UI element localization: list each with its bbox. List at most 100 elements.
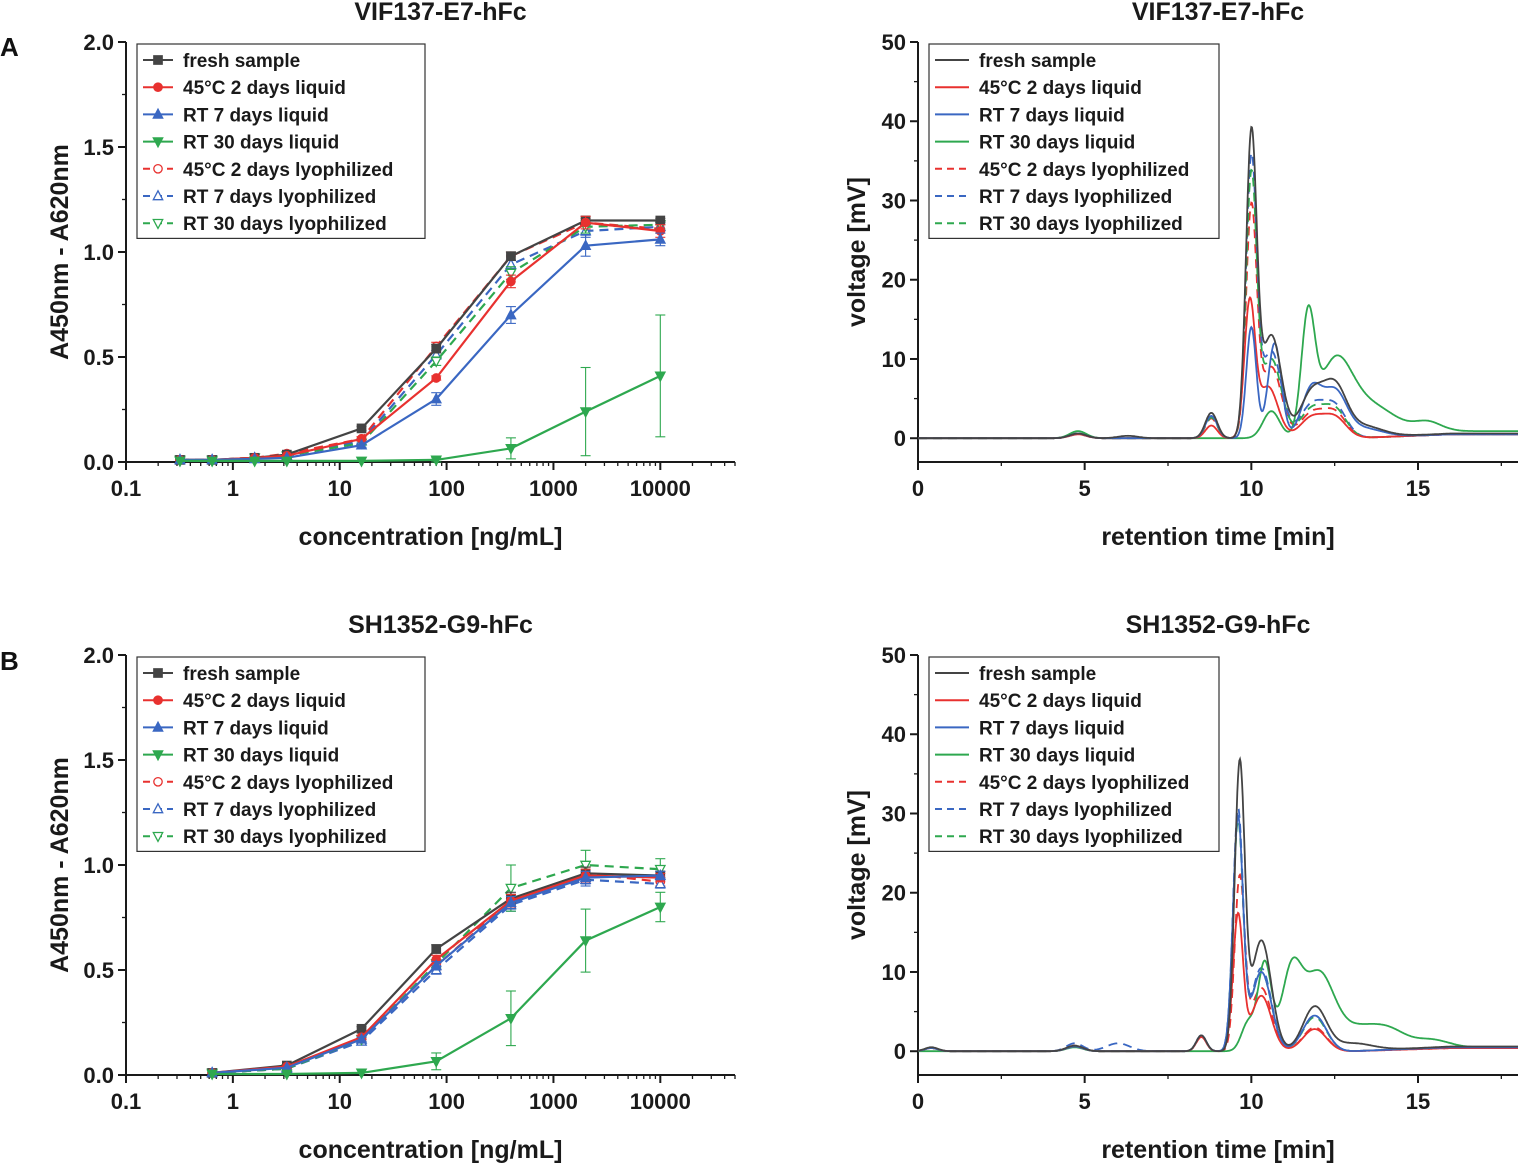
- data-point: [505, 268, 517, 280]
- legend-entry: RT 30 days lyophilized: [979, 827, 1183, 848]
- legend-entry: RT 30 days liquid: [979, 746, 1135, 767]
- chart-title: SH1352-G9-hFc: [1126, 611, 1311, 639]
- chromatogram-trace: [918, 304, 1518, 440]
- series-line: [180, 225, 661, 461]
- x-tick-label: 10: [1239, 476, 1263, 501]
- data-point: [654, 877, 667, 889]
- x-tick-label: 0.1: [111, 476, 142, 501]
- legend-entry: RT 7 days liquid: [183, 105, 329, 126]
- data-point: [431, 343, 442, 354]
- legend-entry: 45°C 2 days liquid: [183, 78, 346, 99]
- legend-marker: [153, 82, 163, 93]
- chromatogram-trace: [917, 872, 1518, 1053]
- y-axis-label: voltage [mV]: [843, 177, 871, 327]
- x-tick-label: 0: [912, 476, 924, 501]
- chromatogram-trace: [918, 295, 1518, 440]
- data-point: [654, 902, 667, 914]
- data-point: [506, 276, 516, 287]
- y-tick-label: 40: [882, 109, 906, 134]
- sec-chart-vif137: VIF137-E7-hFc retention time [min] voltage…: [843, 0, 1518, 551]
- data-point: [356, 423, 367, 434]
- data-point: [430, 959, 443, 971]
- data-point: [505, 443, 517, 455]
- legend-marker: [152, 750, 164, 762]
- data-point: [579, 239, 592, 251]
- series-5: [174, 220, 667, 465]
- data-point: [505, 1013, 517, 1025]
- y-tick-label: 0.0: [83, 1063, 114, 1088]
- x-tick-label: 1000: [529, 1089, 578, 1114]
- data-point: [355, 1068, 368, 1080]
- x-tick-label: 1: [227, 1089, 239, 1114]
- legend-entry: RT 7 days liquid: [183, 718, 329, 739]
- legend-entry: 45°C 2 days liquid: [979, 691, 1142, 712]
- legend-marker: [153, 163, 163, 174]
- data-point: [355, 438, 368, 450]
- legend-entry: RT 7 days lyophilized: [979, 187, 1172, 208]
- y-tick-label: 0: [894, 426, 906, 451]
- x-tick-label: 10000: [630, 476, 691, 501]
- data-point: [430, 356, 443, 368]
- panel-letter-b: B: [0, 646, 19, 676]
- data-point: [505, 896, 517, 908]
- x-tick-label: 0: [912, 1089, 924, 1114]
- chart-title: VIF137-E7-hFc: [354, 0, 526, 26]
- elisa-chart-sh1352: SH1352-G9-hFc concentration [ng/mL] A450nm…: [46, 611, 736, 1164]
- series-2: [174, 232, 667, 465]
- data-point: [206, 456, 218, 468]
- legend-entry: 45°C 2 days lyophilized: [979, 773, 1189, 794]
- legend-entry: 45°C 2 days lyophilized: [183, 773, 393, 794]
- legend-marker: [153, 776, 163, 787]
- y-tick-label: 2.0: [83, 643, 114, 668]
- chromatogram-trace: [917, 817, 1518, 1053]
- data-point: [355, 1032, 368, 1044]
- y-tick-label: 1.5: [83, 135, 114, 160]
- data-point: [579, 407, 592, 419]
- y-tick-label: 0.5: [83, 958, 114, 983]
- x-axis-label: retention time [min]: [1101, 523, 1334, 551]
- series-line: [212, 905, 661, 1076]
- x-tick-label: 100: [428, 476, 465, 501]
- legend-box: [136, 43, 426, 239]
- x-tick-label: 1: [227, 476, 239, 501]
- chromatogram-trace: [917, 911, 1518, 1053]
- legend-marker: [153, 695, 163, 706]
- series-line: [180, 238, 661, 461]
- data-point: [654, 232, 667, 244]
- y-tick-label: 0.0: [83, 450, 114, 475]
- legend-entry: RT 7 days liquid: [979, 105, 1125, 126]
- data-point: [431, 373, 442, 383]
- data-point: [430, 1057, 443, 1068]
- legend-entry: fresh sample: [979, 51, 1096, 72]
- chart-title: VIF137-E7-hFc: [1132, 0, 1304, 26]
- legend-entry: 45°C 2 days lyophilized: [979, 160, 1189, 181]
- series-2: [206, 868, 667, 1078]
- series-0: [175, 215, 666, 465]
- y-axis-label: A450nm - A620nm: [46, 757, 74, 973]
- data-point: [655, 215, 666, 226]
- x-tick-label: 0.1: [111, 1089, 142, 1114]
- legend-entry: fresh sample: [183, 664, 300, 685]
- legend-marker: [152, 137, 164, 149]
- y-tick-label: 50: [882, 643, 906, 668]
- series-3: [174, 314, 667, 468]
- data-point: [355, 456, 368, 468]
- series-4: [175, 217, 666, 465]
- data-point: [430, 455, 443, 467]
- legend-entry: fresh sample: [979, 664, 1096, 685]
- chromatogram-trace: [917, 756, 1518, 1053]
- data-point: [579, 936, 592, 948]
- legend-marker: [152, 720, 164, 732]
- data-point: [281, 456, 293, 468]
- legend-entry: RT 30 days liquid: [183, 133, 339, 154]
- x-axis-label: concentration [ng/mL]: [299, 1136, 563, 1164]
- x-tick-label: 5: [1079, 1089, 1091, 1114]
- series-1: [175, 215, 666, 465]
- y-tick-label: 20: [882, 268, 906, 293]
- series-6: [174, 219, 667, 467]
- legend-entry: RT 30 days lyophilized: [183, 214, 387, 235]
- x-tick-label: 10: [327, 476, 351, 501]
- legend-marker: [153, 55, 163, 65]
- data-point: [579, 871, 592, 882]
